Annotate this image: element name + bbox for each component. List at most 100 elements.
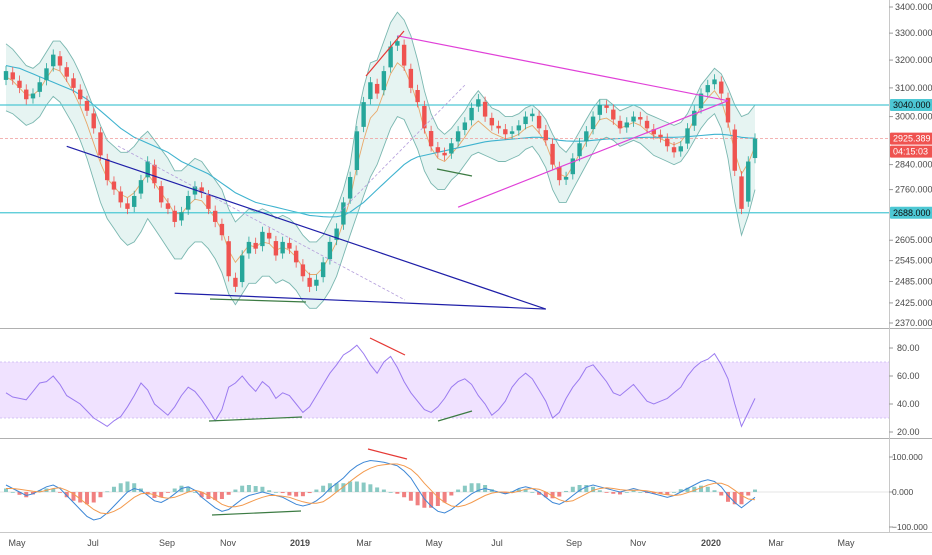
candle-body <box>408 68 414 88</box>
time-axis-label: Sep <box>566 538 582 548</box>
macd-histogram-bar <box>192 492 197 493</box>
candle-body <box>253 242 258 249</box>
macd-histogram-bar <box>64 492 69 498</box>
macd-histogram-bar <box>321 485 326 492</box>
candle-body <box>516 125 522 131</box>
bollinger-lower-line <box>5 95 756 309</box>
macd-histogram-bar <box>638 492 643 493</box>
macd-histogram-bar <box>651 492 656 494</box>
time-axis-label: May <box>8 538 26 548</box>
candle-body <box>449 143 454 154</box>
macd-histogram-bar <box>699 485 704 492</box>
candle-body <box>185 195 191 210</box>
macd-histogram-bar <box>692 486 697 492</box>
candle-body <box>172 210 177 222</box>
price-axis-label: 3000.000 <box>895 112 932 122</box>
candle-body <box>570 158 576 175</box>
price-label-level: 2688.000 <box>890 206 932 219</box>
candle-body <box>10 72 15 80</box>
candle-body <box>192 186 198 195</box>
candle-body <box>584 131 589 142</box>
candle-body <box>725 97 731 123</box>
macd-histogram-bar <box>732 492 737 505</box>
candle-body <box>638 117 643 120</box>
rsi-axis-label: 40.00 <box>897 399 920 409</box>
candle-body <box>212 210 218 222</box>
price-label-level: 3040.000 <box>890 98 932 111</box>
bullish-divergence-line <box>436 168 473 177</box>
macd-histogram-bar <box>300 492 305 497</box>
macd-histogram-bar <box>719 492 724 496</box>
macd-histogram-bar <box>685 487 690 492</box>
candle-body <box>199 187 204 193</box>
candle-body <box>105 159 110 181</box>
time-axis-label: Jul <box>491 538 503 548</box>
candle-body <box>179 212 184 221</box>
price-axis-label: 3200.000 <box>895 55 932 65</box>
candle-body <box>300 264 306 277</box>
macd-histogram-bar <box>665 492 670 495</box>
candle-body <box>132 195 137 207</box>
candle-body <box>435 147 441 153</box>
candle-body <box>644 120 650 129</box>
macd-histogram-bar <box>240 485 245 492</box>
price-label-text: 3040.000 <box>893 100 931 110</box>
moving-average-line <box>5 65 756 218</box>
candle-body <box>273 241 279 256</box>
candle-body <box>388 46 393 68</box>
macd-histogram-bar <box>429 492 434 508</box>
candle-body <box>260 231 265 247</box>
macd-histogram-bar <box>564 490 569 492</box>
trendline-falling-wedge-lower <box>174 292 546 310</box>
macd-histogram-bar <box>604 492 609 493</box>
candle-body <box>307 277 312 287</box>
macd-panel[interactable]: 100.000 0.000 −100.000 <box>0 448 928 532</box>
candle-body <box>678 146 683 152</box>
price-axis-label: 2760.000 <box>895 185 932 195</box>
macd-histogram-bar <box>111 486 116 492</box>
macd-axis-label: 100.000 <box>892 452 923 462</box>
candle-body <box>381 71 387 91</box>
candle-body <box>658 134 663 138</box>
candle-body <box>712 79 717 85</box>
macd-histogram-bar <box>260 486 265 492</box>
bearish-divergence-line <box>365 30 405 77</box>
macd-axis-label: −100.000 <box>892 522 928 532</box>
candle-body <box>604 105 609 108</box>
macd-histogram-bar <box>570 486 575 492</box>
candle-body <box>732 129 737 171</box>
macd-histogram-bar <box>672 492 677 493</box>
macd-histogram-bar <box>597 490 602 492</box>
macd-histogram-bar <box>51 488 56 492</box>
macd-histogram-bar <box>577 485 582 492</box>
macd-histogram-bar <box>516 489 521 492</box>
macd-histogram-bar <box>543 492 548 498</box>
macd-histogram-bar <box>105 491 110 493</box>
rsi-panel[interactable]: 80.00 60.00 40.00 20.00 <box>0 337 920 437</box>
candle-body <box>17 80 22 88</box>
candle-body <box>246 241 252 254</box>
macd-histogram-bar <box>361 482 366 492</box>
candle-body <box>536 115 542 129</box>
candle-body <box>509 131 515 134</box>
macd-histogram-bar <box>57 492 62 493</box>
candle-body <box>624 122 629 128</box>
macd-histogram-bar <box>98 492 103 498</box>
price-label-box <box>890 98 932 111</box>
candle-body <box>361 102 366 127</box>
candle-body <box>692 110 697 126</box>
time-axis-label: Jul <box>87 538 99 548</box>
macd-histogram-bar <box>388 492 393 493</box>
price-label-text: 2925.389 <box>893 134 931 144</box>
candle-body <box>496 125 501 129</box>
price-panel[interactable]: 3400.000 3300.000 3200.000 3100.000 3000.000… <box>0 2 932 328</box>
macd-histogram-bar <box>37 490 42 492</box>
candle-body <box>84 100 90 111</box>
macd-histogram-bar <box>280 492 285 494</box>
macd-histogram-bar <box>30 492 35 495</box>
candle-body <box>280 241 285 254</box>
candle-body <box>233 277 238 287</box>
macd-histogram-bar <box>341 483 346 492</box>
